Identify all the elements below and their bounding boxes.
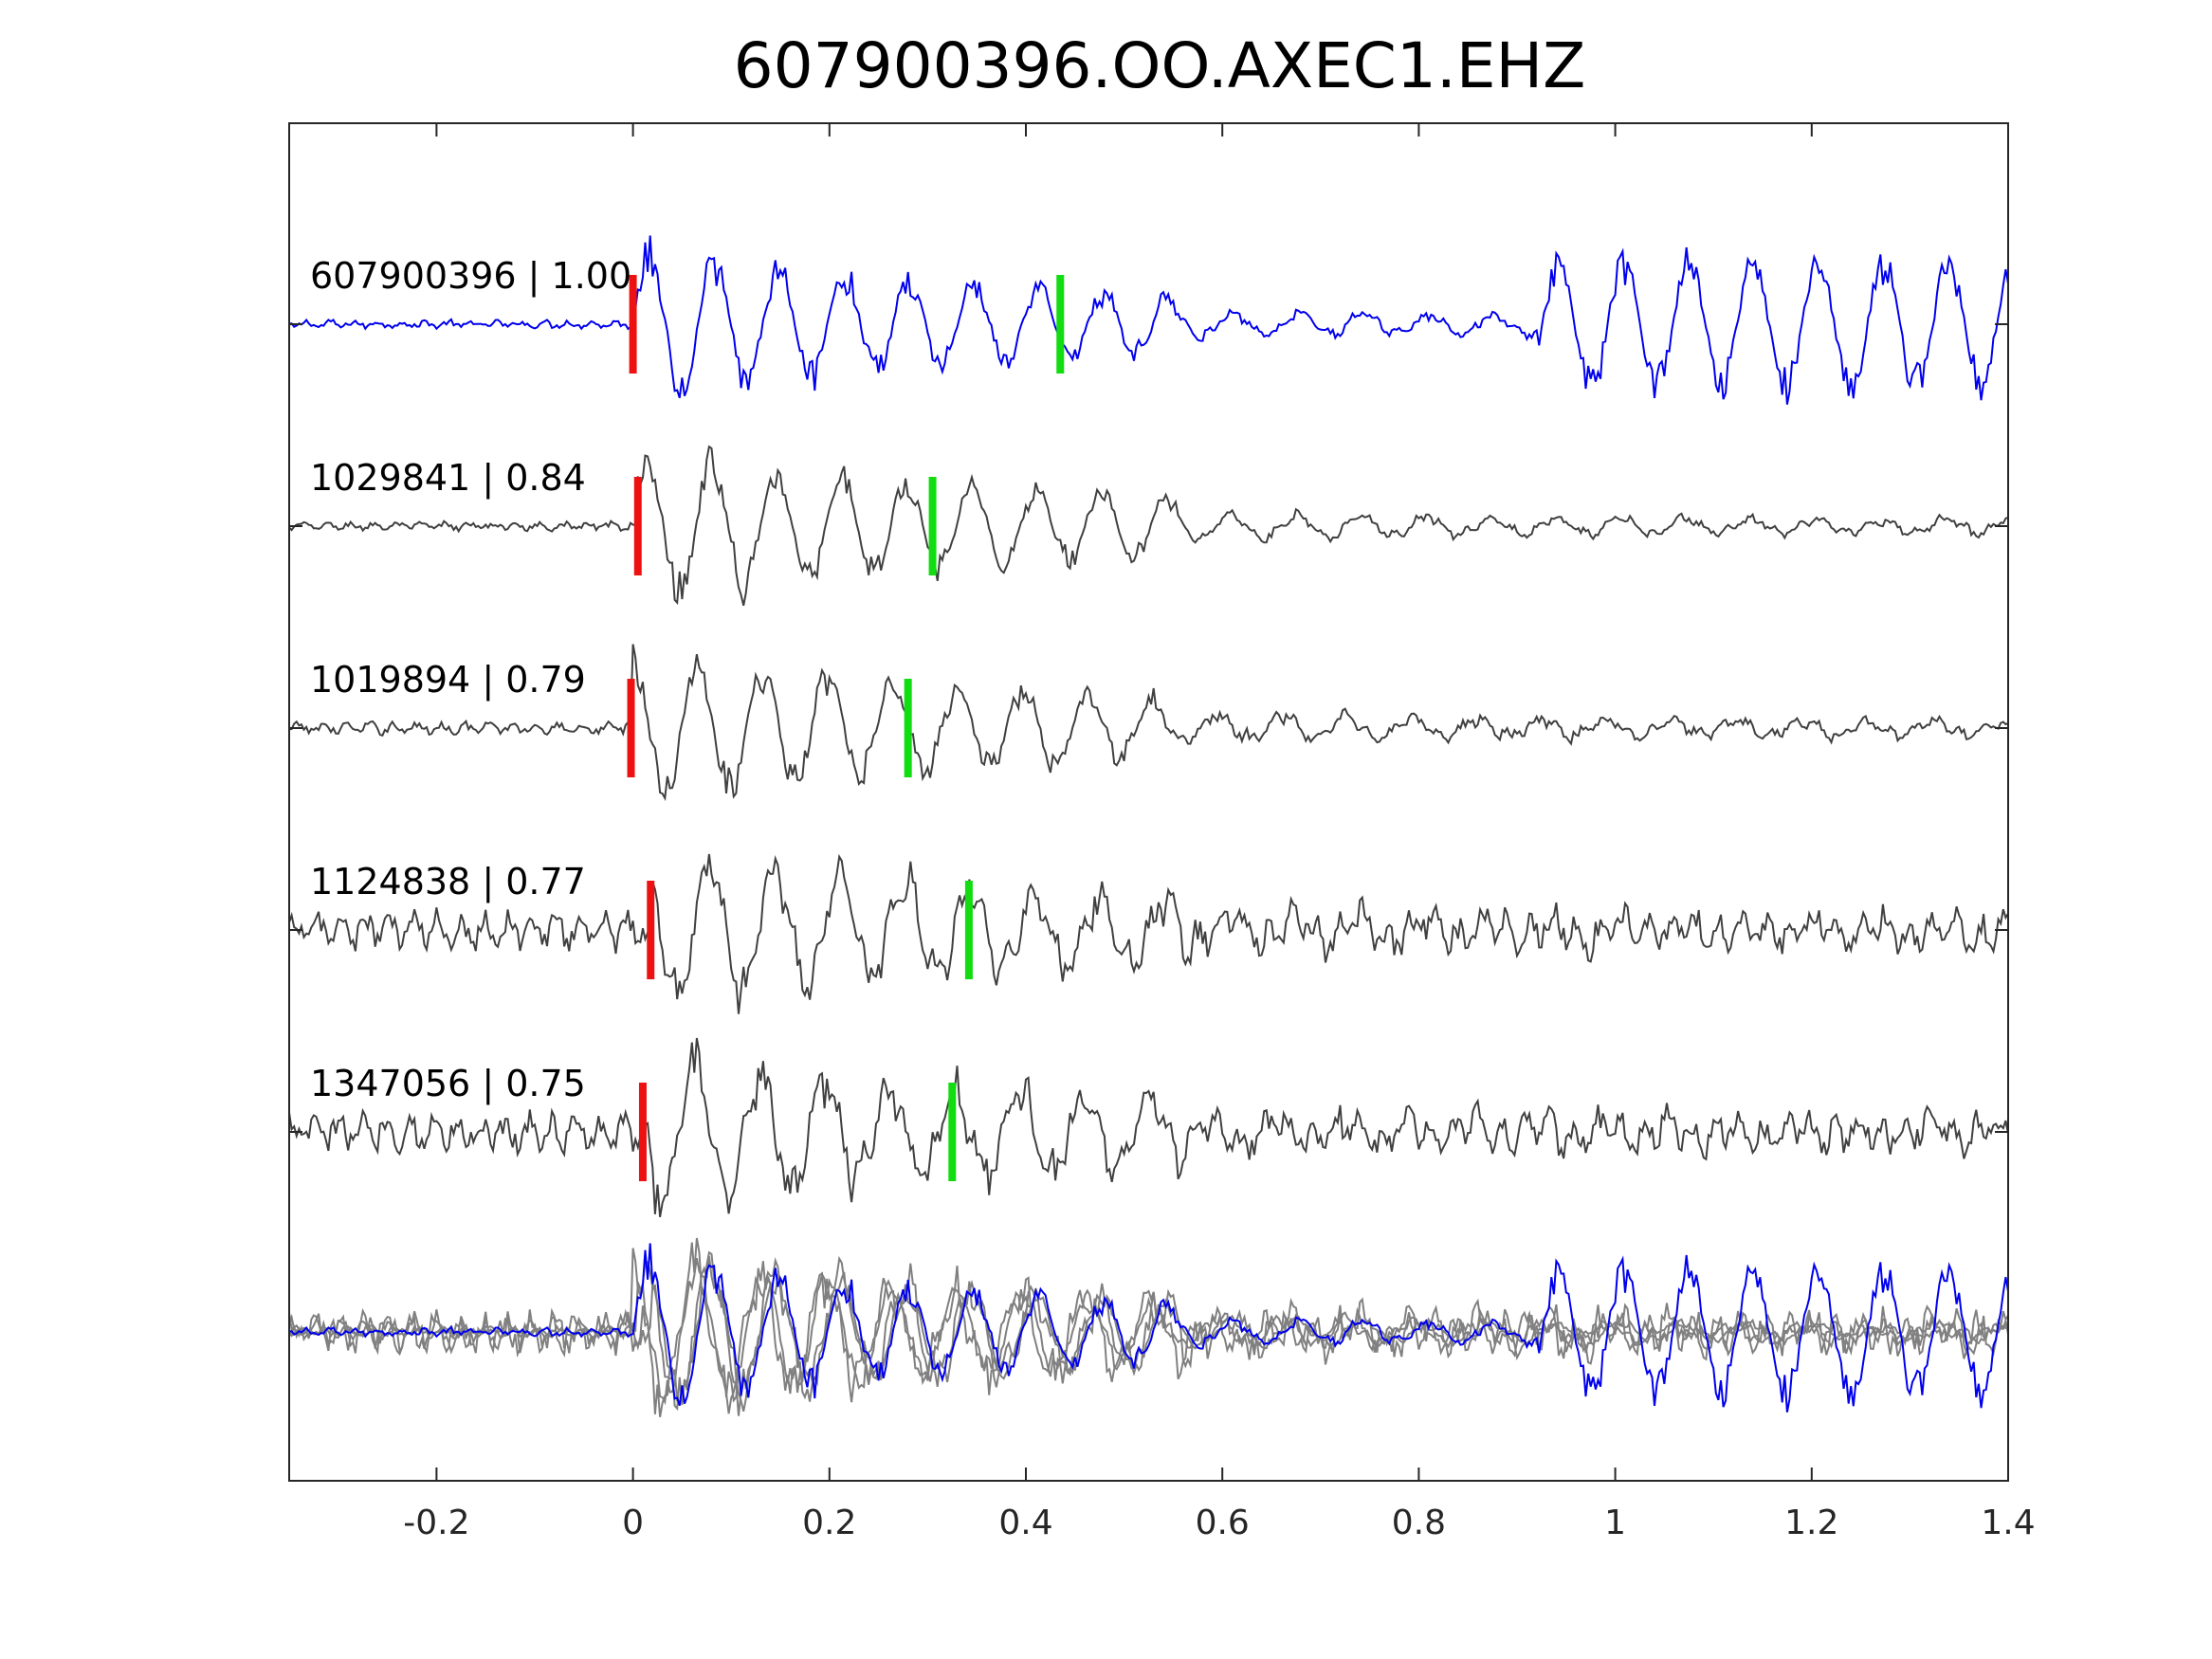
trace-label-1019894: 1019894 | 0.79: [310, 659, 586, 702]
trace-1029841: [288, 445, 2009, 607]
x-tick-label: 1.4: [1981, 1504, 2035, 1542]
overlay-trace-1347056: [288, 1237, 2009, 1417]
overlay-trace-607900396: [288, 1243, 2009, 1413]
trace-label-1347056: 1347056 | 0.75: [310, 1063, 586, 1105]
trace-1019894: [288, 644, 2009, 802]
x-tick-label: 0.6: [1196, 1504, 1250, 1542]
trace-1124838: [288, 853, 2009, 1014]
trace-607900396: [288, 235, 2009, 405]
x-tick-label: 1: [1604, 1504, 1626, 1542]
trace-label-1029841: 1029841 | 0.84: [310, 457, 586, 500]
x-tick-label: -0.2: [403, 1504, 469, 1542]
x-axis: -0.2 0 0.2 0.4 0.6 0.8 1 1.2 1.4: [403, 123, 2036, 1542]
traces-layer: [288, 235, 2009, 1217]
x-tick-label: 0.4: [998, 1504, 1052, 1542]
x-tick-label: 1.2: [1784, 1504, 1838, 1542]
trace-1347056: [288, 1037, 2009, 1217]
overlay-traces: [288, 1237, 2009, 1417]
x-tick-label: 0.8: [1392, 1504, 1446, 1542]
trace-labels: 607900396 | 1.00 1029841 | 0.84 1019894 | …: [310, 255, 631, 1105]
plot-frame: [288, 122, 2009, 1482]
trace-label-1124838: 1124838 | 0.77: [310, 861, 586, 903]
x-tick-label: 0: [622, 1504, 644, 1542]
overlay-trace-1029841: [288, 1250, 2009, 1413]
trace-label-607900396: 607900396 | 1.00: [310, 255, 631, 298]
phase-picks: [627, 275, 1065, 1181]
chart-title: 607900396.OO.AXEC1.EHZ: [734, 29, 1586, 102]
x-tick-label: 0.2: [802, 1504, 856, 1542]
